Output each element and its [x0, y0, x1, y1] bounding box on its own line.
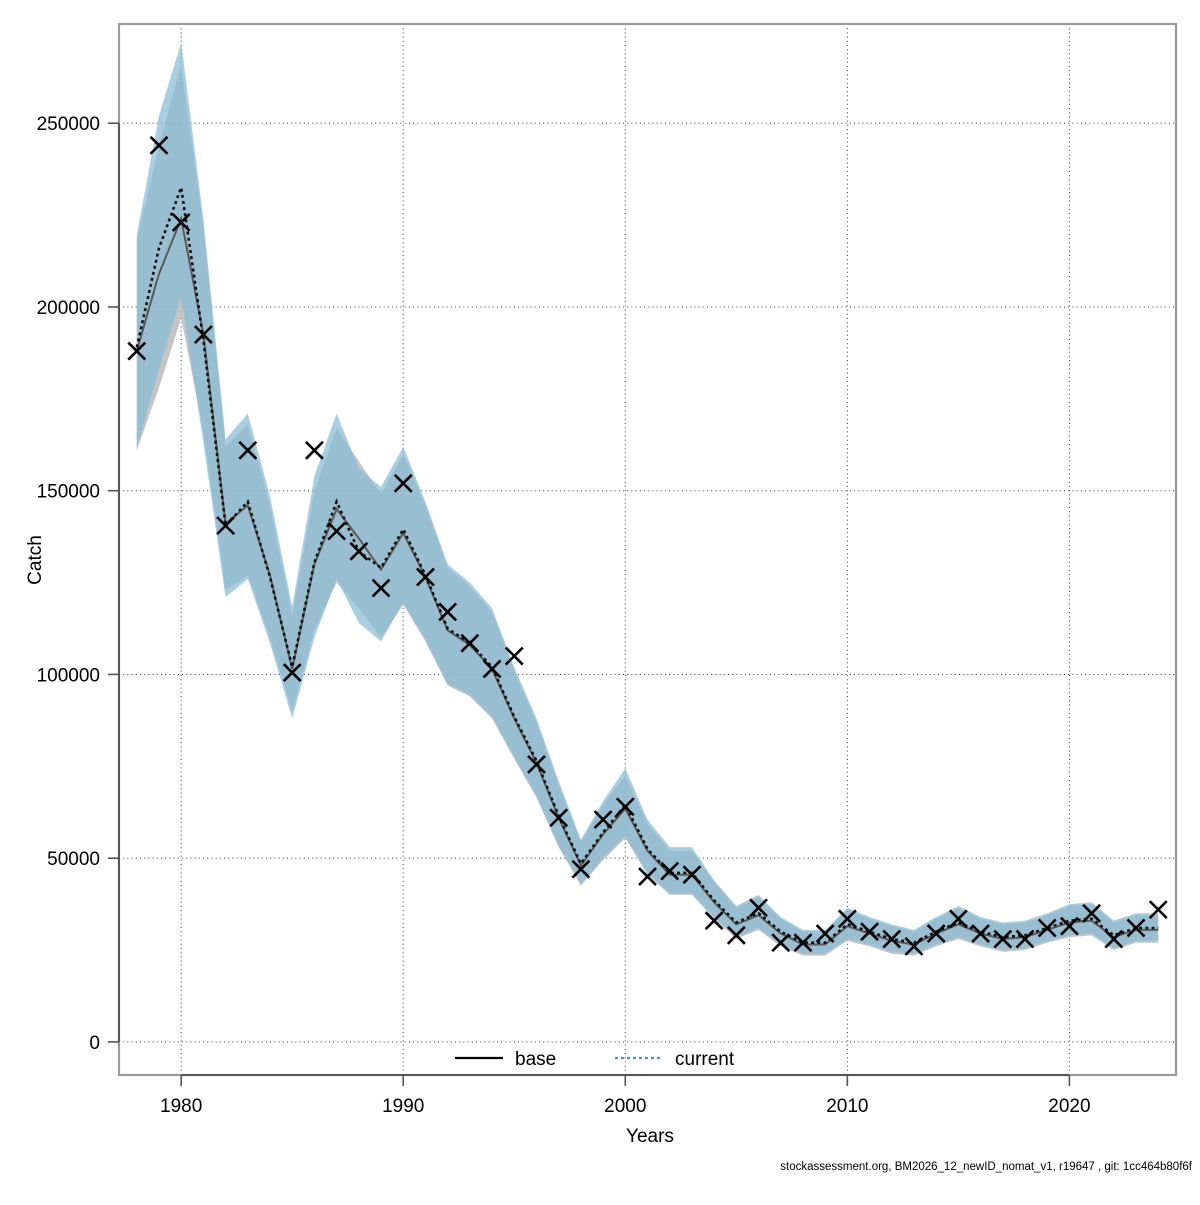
legend[interactable]: base current	[455, 1049, 735, 1070]
base-line	[135, 215, 1159, 946]
x-tick-label: 1980	[160, 1096, 202, 1117]
y-tick-label: 200000	[37, 298, 100, 319]
y-axis: 0 50000 100000 150000 200000 250000	[37, 114, 120, 1054]
y-tick-label: 50000	[47, 849, 100, 870]
x-tick-label: 2010	[826, 1096, 868, 1117]
y-tick-label: 150000	[37, 482, 100, 503]
y-axis-title: Catch	[25, 535, 46, 585]
legend-label-current[interactable]: current	[675, 1049, 735, 1070]
current-line	[135, 187, 1159, 945]
x-axis: 1980 1990 2000 2010 2020	[160, 1074, 1091, 1117]
y-tick-label: 250000	[37, 114, 100, 135]
x-axis-title: Years	[626, 1126, 674, 1147]
x-tick-label: 2000	[604, 1096, 646, 1117]
legend-label-base[interactable]: base	[515, 1049, 556, 1070]
y-tick-label: 100000	[37, 665, 100, 686]
observed-markers	[127, 135, 1168, 956]
x-tick-label: 2020	[1048, 1096, 1090, 1117]
x-tick-label: 1990	[382, 1096, 424, 1117]
footer-attribution: stockassessment.org, BM2026_12_newID_nom…	[780, 1161, 1192, 1173]
y-tick-label: 0	[89, 1033, 100, 1054]
current-confidence-band	[136, 42, 1159, 954]
